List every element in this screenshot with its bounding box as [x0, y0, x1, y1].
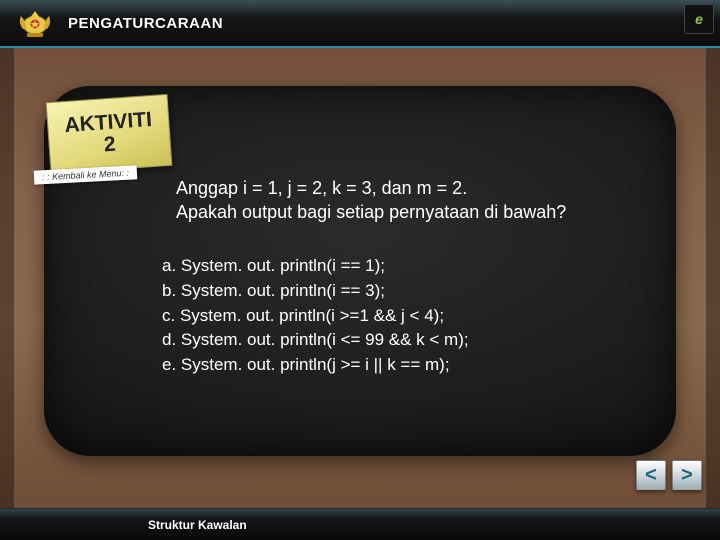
nav-buttons: < >	[636, 460, 702, 490]
question-line2: Apakah output bagi setiap pernyataan di …	[176, 200, 648, 224]
option-e: e. System. out. println(j >= i || k == m…	[162, 353, 648, 377]
option-b: b. System. out. println(i == 3);	[162, 279, 648, 303]
prev-button[interactable]: <	[636, 460, 666, 490]
brand-badge-text: e	[695, 11, 703, 27]
option-a: a. System. out. println(i == 1);	[162, 254, 648, 278]
next-button[interactable]: >	[672, 460, 702, 490]
header-bar: PENGATURCARAAN e	[0, 0, 720, 48]
question-line1: Anggap i = 1, j = 2, k = 3, dan m = 2.	[176, 176, 648, 200]
sticky-note: AKTIVITI 2	[46, 94, 173, 174]
option-c: c. System. out. println(i >=1 && j < 4);	[162, 304, 648, 328]
options-list: a. System. out. println(i == 1); b. Syst…	[162, 254, 648, 378]
brand-badge-icon: e	[684, 4, 714, 34]
crest-icon	[12, 5, 58, 41]
slide-root: PENGATURCARAAN e AKTIVITI 2 : : Kembali …	[0, 0, 720, 540]
edge-shadow-left	[0, 0, 14, 540]
footer-gloss	[0, 509, 720, 519]
sticky-text: AKTIVITI 2	[64, 109, 154, 159]
footer-bar: Struktur Kawalan	[0, 508, 720, 540]
sticky-line2: 2	[103, 133, 116, 157]
chevron-left-icon: <	[645, 464, 657, 487]
header-gloss	[0, 0, 720, 18]
edge-shadow-right	[706, 0, 720, 540]
chevron-right-icon: >	[681, 464, 693, 487]
option-d: d. System. out. println(i <= 99 && k < m…	[162, 328, 648, 352]
footer-title: Struktur Kawalan	[148, 518, 247, 532]
question-block: Anggap i = 1, j = 2, k = 3, dan m = 2. A…	[176, 176, 648, 225]
